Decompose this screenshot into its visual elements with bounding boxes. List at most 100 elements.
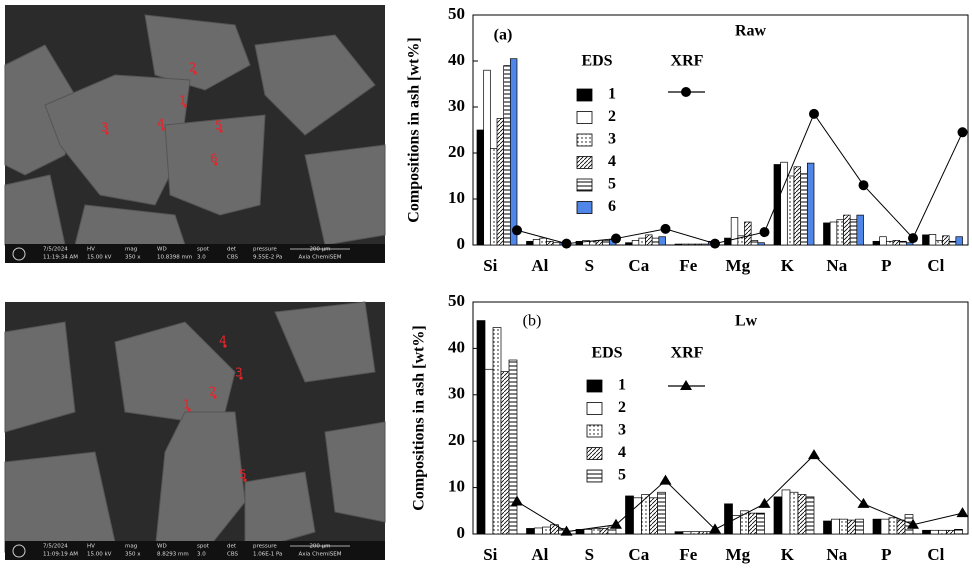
bar bbox=[781, 489, 791, 535]
bar bbox=[831, 518, 840, 535]
y-tick-label: 50 bbox=[448, 291, 465, 310]
bar bbox=[489, 148, 498, 246]
particle bbox=[44, 74, 191, 206]
sem-image: 2 1 3 4 5 6 7/5/2024 11:19:34 AM HV 15.00 kV mag 35… bbox=[4, 5, 386, 263]
status-text: WD bbox=[157, 544, 167, 550]
xrf-marker bbox=[512, 225, 522, 236]
x-tick-label: P bbox=[881, 545, 891, 564]
bar bbox=[938, 529, 947, 535]
legend-label: 1 bbox=[608, 86, 616, 103]
point-label: 6 bbox=[210, 152, 218, 166]
bar bbox=[674, 243, 683, 246]
bar bbox=[698, 531, 708, 535]
point-marker bbox=[105, 131, 109, 135]
point-marker bbox=[161, 127, 165, 131]
legend-label: 6 bbox=[608, 198, 616, 215]
y-axis-label: Compositions in ash [wt%] bbox=[406, 37, 423, 222]
x-tick-label: Si bbox=[483, 256, 497, 275]
particle bbox=[274, 301, 376, 383]
bar bbox=[793, 166, 802, 246]
brand: Axia ChemiSEM bbox=[299, 255, 342, 261]
legend-title: EDS bbox=[591, 345, 622, 362]
bar bbox=[880, 518, 890, 535]
bar bbox=[823, 222, 831, 246]
bar bbox=[922, 234, 930, 246]
legend-swatch bbox=[576, 111, 593, 124]
plot-frame bbox=[472, 301, 969, 535]
bar bbox=[503, 65, 511, 246]
panel-label: (b) bbox=[523, 313, 542, 330]
bar bbox=[651, 237, 660, 246]
x-tick-label: P bbox=[881, 256, 891, 275]
particle bbox=[4, 451, 116, 553]
legend-swatch bbox=[586, 469, 603, 483]
legend-swatch bbox=[586, 424, 603, 438]
bar bbox=[744, 221, 752, 246]
chart: 0 10 20 30 40 50 Compositions in ash [wt%] Si Al… bbox=[406, 4, 969, 275]
status-text: HV bbox=[87, 544, 95, 550]
legend-label: 3 bbox=[618, 422, 626, 439]
legend-label: 4 bbox=[608, 153, 616, 170]
bar bbox=[806, 162, 815, 246]
xrf-marker bbox=[709, 523, 721, 534]
bar bbox=[836, 219, 844, 246]
bar bbox=[888, 517, 898, 535]
bar bbox=[542, 526, 551, 535]
bar bbox=[849, 219, 858, 246]
status-text: 350 x bbox=[125, 255, 141, 261]
legend-swatch bbox=[576, 201, 593, 214]
bar bbox=[658, 236, 666, 246]
bar bbox=[694, 243, 703, 246]
bar bbox=[805, 496, 815, 535]
x-tick-label: Fe bbox=[679, 545, 697, 564]
bar bbox=[879, 236, 887, 246]
status-text: det bbox=[227, 247, 237, 253]
xrf-marker bbox=[611, 233, 621, 244]
bar bbox=[872, 240, 881, 246]
bar bbox=[839, 518, 848, 535]
bar bbox=[534, 527, 543, 535]
xrf-marker bbox=[908, 233, 918, 244]
bar bbox=[724, 503, 733, 535]
chart: 0 10 20 30 40 50 Compositions in ash [wt%] Si Al… bbox=[411, 291, 969, 564]
scale-label: 200 μm bbox=[309, 247, 330, 253]
particle bbox=[244, 471, 316, 553]
bar bbox=[546, 240, 554, 246]
bar bbox=[631, 240, 640, 246]
bar bbox=[885, 240, 894, 246]
bar bbox=[786, 175, 795, 246]
status-text: 8.8293 mm bbox=[157, 552, 189, 558]
x-tick-label: Ca bbox=[628, 256, 649, 275]
scale-label: 200 μm bbox=[309, 544, 330, 550]
bar bbox=[855, 518, 864, 535]
bar bbox=[930, 529, 939, 535]
bar bbox=[955, 236, 963, 246]
point-label: 2 bbox=[209, 385, 217, 399]
legend-label: 3 bbox=[608, 131, 616, 148]
bar bbox=[730, 217, 739, 246]
y-tick-label: 20 bbox=[448, 142, 465, 161]
point-label: 1 bbox=[179, 94, 187, 108]
bar bbox=[681, 243, 689, 246]
x-tick-label: Ca bbox=[628, 545, 649, 564]
bar bbox=[687, 243, 696, 246]
chart-title: Raw bbox=[735, 23, 767, 40]
x-tick-label: S bbox=[585, 545, 594, 564]
legend-label: 1 bbox=[618, 377, 626, 394]
status-text: mag bbox=[125, 544, 137, 550]
bar bbox=[638, 237, 646, 246]
bar bbox=[750, 240, 759, 246]
bar bbox=[599, 528, 609, 535]
bar bbox=[649, 497, 658, 535]
xrf-line bbox=[516, 112, 963, 245]
xrf-marker bbox=[610, 518, 622, 529]
bar bbox=[928, 234, 937, 246]
bar bbox=[552, 242, 561, 246]
x-tick-label: K bbox=[781, 545, 795, 564]
bar bbox=[757, 242, 765, 246]
point-marker bbox=[223, 344, 227, 348]
point-marker bbox=[193, 71, 197, 75]
bar bbox=[595, 240, 604, 246]
y-tick-label: 10 bbox=[448, 188, 465, 207]
status-text: det bbox=[227, 544, 237, 550]
